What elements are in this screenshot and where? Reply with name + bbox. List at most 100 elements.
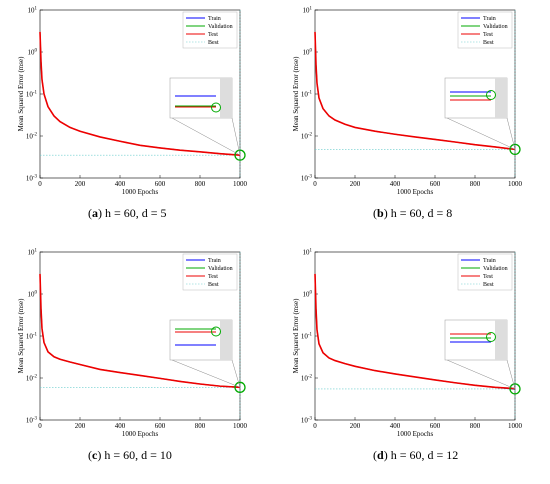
legend-label-a: Best xyxy=(208,40,219,46)
zoom-shade-b xyxy=(495,78,507,118)
x-tick-label-a: 400 xyxy=(115,180,126,188)
caption-b-letter: b xyxy=(377,206,384,220)
y-axis-label-c: Mean Squared Error (mse) xyxy=(17,298,25,374)
x-tick-label-a: 800 xyxy=(195,180,206,188)
y-tick-label-d: 10-3 xyxy=(301,417,313,425)
zoom-connector-c xyxy=(231,359,241,388)
y-tick-label-d: 100 xyxy=(303,291,313,299)
y-tick-label-c: 10-2 xyxy=(26,375,38,383)
x-axis-label-a: 1000 Epochs xyxy=(122,188,159,196)
x-tick-label-c: 400 xyxy=(115,422,126,430)
y-tick-label-b: 101 xyxy=(303,7,313,15)
caption-a: (a) h = 60, d = 5 xyxy=(88,206,167,220)
chart-a-plot: 0 200 400 600 800 1000 101 100 10-1 10-2 10-3 1000 … xyxy=(17,7,248,197)
x-tick-label-d: 1000 xyxy=(508,422,523,430)
legend-label-b: Validation xyxy=(483,24,508,30)
zoom-best-marker-c xyxy=(211,326,221,337)
chart-d-plot: 0 200 400 600 800 1000 101 100 10-1 10-2 10-3 1000 … xyxy=(292,249,523,439)
x-axis-label-b: 1000 Epochs xyxy=(397,188,434,196)
y-tick-label-b: 10-1 xyxy=(301,91,313,99)
legend-label-d: Test xyxy=(483,274,493,280)
x-tick-label-d: 800 xyxy=(470,422,481,430)
legend-label-a: Test xyxy=(208,32,218,38)
legend-label-b: Test xyxy=(483,32,493,38)
zoom-shade-c xyxy=(220,320,232,360)
caption-a-letter: a xyxy=(92,206,98,220)
caption-c-letter: c xyxy=(92,448,98,462)
x-tick-label-d: 600 xyxy=(430,422,441,430)
legend-label-b: Train xyxy=(483,16,496,22)
legend-label-a: Train xyxy=(208,16,221,22)
x-tick-label-c: 1000 xyxy=(233,422,248,430)
zoom-connector-d xyxy=(506,359,516,389)
x-tick-label-b: 800 xyxy=(470,180,481,188)
zoom-best-marker-d xyxy=(486,332,496,342)
y-tick-label-c: 100 xyxy=(28,291,38,299)
y-tick-label-d: 10-2 xyxy=(301,375,313,383)
x-tick-label-c: 600 xyxy=(155,422,166,430)
y-tick-label-a: 10-1 xyxy=(26,91,38,99)
best-marker-a xyxy=(234,149,246,161)
y-tick-label-a: 10-3 xyxy=(26,175,38,183)
caption-c: (c) h = 60, d = 10 xyxy=(88,448,172,462)
zoom-connector-a xyxy=(231,117,241,156)
y-axis-label-a: Mean Squared Error (mse) xyxy=(17,56,25,132)
series-line-test-a xyxy=(39,31,241,156)
series-line-test-d xyxy=(314,273,516,390)
x-tick-label-b: 0 xyxy=(313,180,317,188)
zoom-best-marker-a xyxy=(211,102,221,113)
x-tick-label-a: 600 xyxy=(155,180,166,188)
caption-d-letter: d xyxy=(377,448,384,462)
y-tick-label-b: 10-2 xyxy=(301,133,313,141)
series-line-test-c xyxy=(39,273,241,389)
y-tick-label-a: 101 xyxy=(28,7,38,15)
caption-c-text: h = 60, d = 10 xyxy=(104,448,172,462)
legend-label-d: Train xyxy=(483,258,496,264)
panel-c: 0 200 400 600 800 1000 101 100 10-1 10-2 10-3 1000 … xyxy=(0,242,275,484)
legend-label-a: Validation xyxy=(208,24,233,30)
y-tick-label-a: 100 xyxy=(28,49,38,57)
x-tick-label-b: 1000 xyxy=(508,180,523,188)
panel-b: 0 200 400 600 800 1000 101 100 10-1 10-2 10-3 1000 … xyxy=(275,0,550,242)
x-tick-label-b: 400 xyxy=(390,180,401,188)
legend-label-c: Train xyxy=(208,258,221,264)
x-axis-label-d: 1000 Epochs xyxy=(397,430,434,438)
best-marker-d xyxy=(509,383,521,395)
panel-a: 0 200 400 600 800 1000 101 100 10-1 10-2 10-3 1000 … xyxy=(0,0,275,242)
x-tick-label-a: 200 xyxy=(75,180,86,188)
caption-a-text: h = 60, d = 5 xyxy=(105,206,167,220)
y-axis-label-b: Mean Squared Error (mse) xyxy=(292,56,300,132)
y-tick-label-b: 10-3 xyxy=(301,175,313,183)
zoom-best-marker-b xyxy=(486,90,496,100)
x-tick-label-b: 200 xyxy=(350,180,361,188)
legend-label-d: Best xyxy=(483,282,494,288)
x-tick-label-c: 200 xyxy=(75,422,86,430)
y-axis-label-d: Mean Squared Error (mse) xyxy=(292,298,300,374)
x-tick-label-b: 600 xyxy=(430,180,441,188)
y-tick-label-b: 100 xyxy=(303,49,313,57)
zoom-connector-d xyxy=(446,359,516,390)
best-marker-c xyxy=(234,381,246,393)
caption-d: (d) h = 60, d = 12 xyxy=(373,448,459,462)
x-axis-label-c: 1000 Epochs xyxy=(122,430,159,438)
best-marker-b xyxy=(509,143,521,156)
series-line-test-b xyxy=(314,31,516,151)
legend-label-b: Best xyxy=(483,40,494,46)
x-tick-label-d: 0 xyxy=(313,422,317,430)
zoom-connector-c xyxy=(171,359,241,388)
legend-label-c: Best xyxy=(208,282,219,288)
caption-d-text: h = 60, d = 12 xyxy=(390,448,459,462)
x-tick-label-a: 1000 xyxy=(233,180,248,188)
x-tick-label-c: 800 xyxy=(195,422,206,430)
chart-b-plot: 0 200 400 600 800 1000 101 100 10-1 10-2 10-3 1000 … xyxy=(292,7,523,197)
x-tick-label-d: 400 xyxy=(390,422,401,430)
y-tick-label-d: 101 xyxy=(303,249,313,257)
x-tick-label-a: 0 xyxy=(38,180,42,188)
x-tick-label-d: 200 xyxy=(350,422,361,430)
caption-b-text: h = 60, d = 8 xyxy=(390,206,453,220)
zoom-shade-a xyxy=(220,78,232,118)
zoom-shade-d xyxy=(495,320,507,360)
legend-label-d: Validation xyxy=(483,266,508,272)
chart-c-plot: 0 200 400 600 800 1000 101 100 10-1 10-2 10-3 1000 … xyxy=(17,249,248,439)
